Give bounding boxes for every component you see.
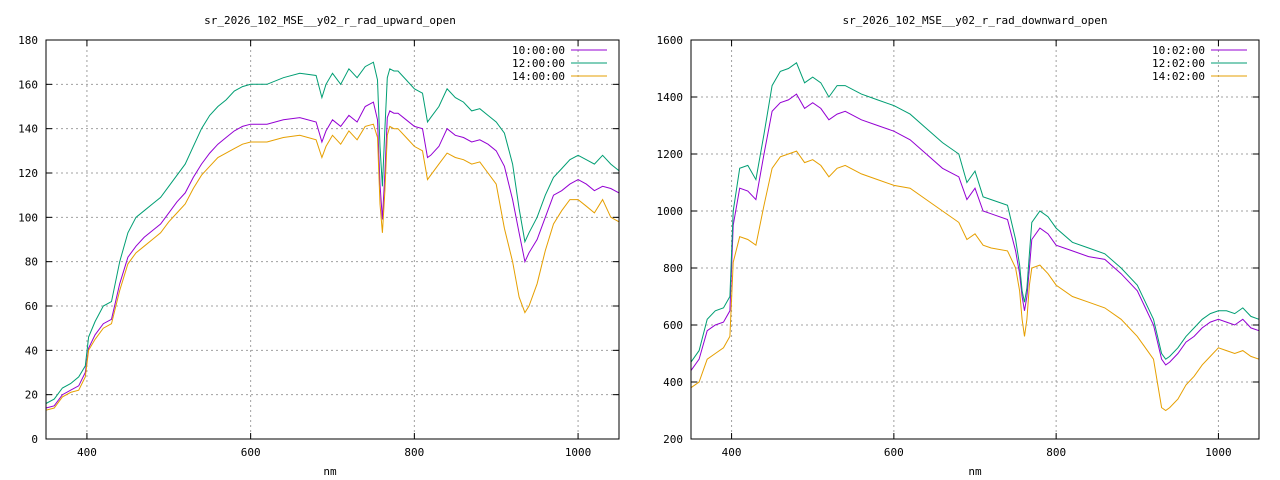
x-tick-label: 1000	[1205, 446, 1232, 459]
y-tick-label: 60	[25, 300, 38, 313]
x-axis-label: nm	[968, 465, 982, 478]
y-tick-label: 20	[25, 389, 38, 402]
y-tick-label: 160	[18, 78, 38, 91]
chart-title: sr_2026_102_MSE__y02_r_rad_downward_open	[843, 14, 1108, 27]
y-tick-label: 1600	[657, 34, 684, 47]
x-tick-label: 800	[1046, 446, 1066, 459]
y-tick-label: 0	[31, 433, 38, 446]
x-axis-label: nm	[323, 465, 337, 478]
series-line-14-02-00	[690, 150, 1260, 412]
x-tick-label: 1000	[565, 446, 592, 459]
series-line-12-02-00	[690, 62, 1260, 363]
legend-label: 14:00:00	[512, 70, 565, 83]
y-tick-label: 80	[25, 256, 38, 269]
y-tick-label: 1400	[657, 91, 684, 104]
chart-panel-1: sr_2026_102_MSE__y02_r_rad_upward_open 0 2…	[18, 14, 620, 478]
plot-frame	[45, 39, 620, 440]
y-tick-label: 1000	[657, 205, 684, 218]
y-tick-label: 600	[663, 319, 683, 332]
x-tick-label: 400	[77, 446, 97, 459]
series-line-10-02-00	[690, 93, 1260, 371]
y-tick-label: 1200	[657, 148, 684, 161]
x-tick-label: 800	[404, 446, 424, 459]
legend-label: 14:02:00	[1152, 70, 1205, 83]
legend-label: 10:00:00	[512, 44, 565, 57]
series-line-14-00-00	[45, 123, 620, 411]
y-tick-label: 200	[663, 433, 683, 446]
chart-panel-2: sr_2026_102_MSE__y02_r_rad_downward_open…	[657, 14, 1260, 478]
y-tick-label: 140	[18, 123, 38, 136]
x-tick-label: 400	[722, 446, 742, 459]
x-tick-label: 600	[241, 446, 261, 459]
legend-label: 12:00:00	[512, 57, 565, 70]
legend-label: 10:02:00	[1152, 44, 1205, 57]
series-line-12-00-00	[45, 61, 620, 404]
y-tick-label: 120	[18, 167, 38, 180]
y-tick-label: 800	[663, 262, 683, 275]
chart-title: sr_2026_102_MSE__y02_r_rad_upward_open	[204, 14, 456, 27]
plot-frame	[690, 39, 1260, 440]
series-line-10-00-00	[45, 101, 620, 409]
legend-label: 12:02:00	[1152, 57, 1205, 70]
y-tick-label: 180	[18, 34, 38, 47]
y-tick-label: 100	[18, 211, 38, 224]
x-tick-label: 600	[884, 446, 904, 459]
y-tick-label: 40	[25, 344, 38, 357]
y-tick-label: 400	[663, 376, 683, 389]
